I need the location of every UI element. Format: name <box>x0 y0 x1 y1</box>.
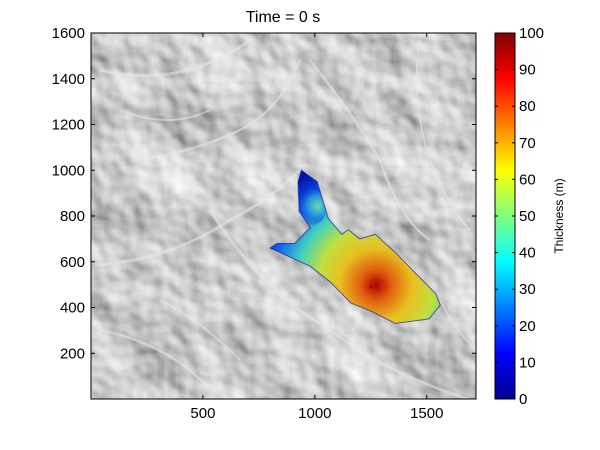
terrain-hillshade <box>91 33 476 399</box>
colorbar-tick-label: 90 <box>519 62 536 79</box>
y-tick-label: 400 <box>60 300 85 317</box>
y-tick-label: 200 <box>60 345 85 362</box>
colorbar-tick-label: 70 <box>519 135 536 152</box>
colorbar-tick-label: 60 <box>519 171 536 188</box>
deposit-upper-lobe <box>298 188 327 225</box>
x-tick-label: 1000 <box>298 405 331 422</box>
thickness-deposit <box>269 169 441 325</box>
y-tick-label: 1000 <box>52 162 85 179</box>
deposit-field <box>270 170 441 324</box>
x-axis: 500 1000 1500 <box>190 33 443 422</box>
colorbar-label: Thickness (m) <box>552 178 566 253</box>
colorbar-tick-label: 100 <box>519 25 544 42</box>
y-axis: 200 400 600 800 1000 1200 1400 1600 <box>52 25 476 362</box>
y-tick-label: 1600 <box>52 25 85 42</box>
colorbar-tick-label: 10 <box>519 354 536 371</box>
colorbar-tick-label: 50 <box>519 208 536 225</box>
x-tick-label: 1500 <box>410 405 443 422</box>
colorbar-tick-label: 30 <box>519 281 536 298</box>
deposit-outline <box>269 169 441 325</box>
terrain-ridges <box>94 38 476 399</box>
deposit-peak <box>369 285 373 289</box>
colorbar-tick-label: 20 <box>519 318 536 335</box>
colorbar-axis: 0 10 20 30 40 50 60 70 80 90 100 <box>495 25 544 408</box>
y-tick-label: 1400 <box>52 71 85 88</box>
plot-area <box>91 33 476 399</box>
y-tick-label: 600 <box>60 254 85 271</box>
chart-title: Time = 0 s <box>246 9 321 26</box>
colorbar-tick-label: 0 <box>519 391 527 408</box>
colorbar-tick-label: 40 <box>519 245 536 262</box>
y-tick-label: 1200 <box>52 117 85 134</box>
colorbar-tick-label: 80 <box>519 98 536 115</box>
y-tick-label: 800 <box>60 208 85 225</box>
x-tick-label: 500 <box>190 405 215 422</box>
